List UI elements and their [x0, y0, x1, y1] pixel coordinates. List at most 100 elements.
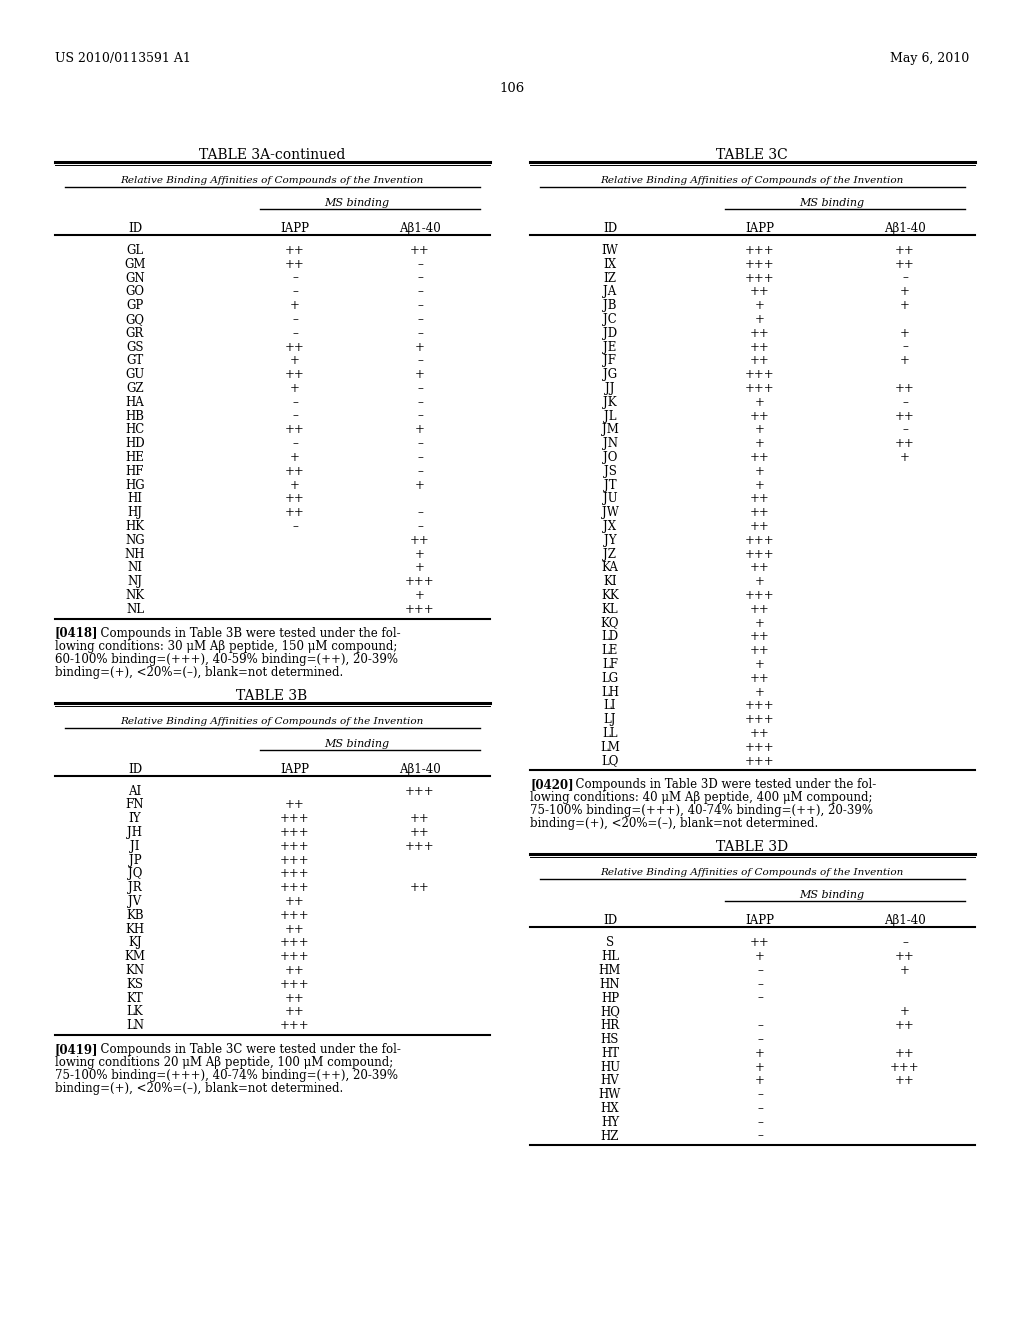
Text: ++: ++: [751, 285, 770, 298]
Text: –: –: [292, 272, 298, 285]
Text: ++: ++: [895, 437, 914, 450]
Text: –: –: [417, 257, 423, 271]
Text: ++: ++: [285, 424, 305, 437]
Text: LH: LH: [601, 685, 618, 698]
Text: ++: ++: [285, 895, 305, 908]
Text: +++: +++: [281, 840, 310, 853]
Text: 106: 106: [500, 82, 524, 95]
Text: ++: ++: [751, 631, 770, 643]
Text: –: –: [757, 1130, 763, 1143]
Text: Aβ1-40: Aβ1-40: [399, 763, 441, 776]
Text: LF: LF: [602, 657, 618, 671]
Text: +++: +++: [745, 713, 775, 726]
Text: +: +: [900, 300, 910, 313]
Text: NK: NK: [125, 589, 144, 602]
Text: binding=(+), <20%=(–), blank=not determined.: binding=(+), <20%=(–), blank=not determi…: [530, 817, 818, 830]
Text: FN: FN: [126, 799, 144, 812]
Text: HB: HB: [126, 409, 144, 422]
Text: US 2010/0113591 A1: US 2010/0113591 A1: [55, 51, 190, 65]
Text: lowing conditions: 40 μM Aβ peptide, 400 μM compound;: lowing conditions: 40 μM Aβ peptide, 400…: [530, 792, 872, 804]
Text: TABLE 3B: TABLE 3B: [237, 689, 307, 702]
Text: ++: ++: [411, 826, 430, 840]
Text: +++: +++: [745, 533, 775, 546]
Text: S: S: [606, 936, 614, 949]
Text: –: –: [417, 285, 423, 298]
Text: +: +: [755, 1074, 765, 1088]
Text: +: +: [755, 300, 765, 313]
Text: +++: +++: [745, 368, 775, 381]
Text: +++: +++: [745, 244, 775, 257]
Text: HK: HK: [125, 520, 144, 533]
Text: ++: ++: [285, 341, 305, 354]
Text: HW: HW: [599, 1088, 622, 1101]
Text: LN: LN: [126, 1019, 144, 1032]
Text: ++: ++: [285, 1006, 305, 1019]
Text: +: +: [415, 548, 425, 561]
Text: ++: ++: [895, 1047, 914, 1060]
Text: HQ: HQ: [600, 1006, 620, 1019]
Text: +: +: [290, 381, 300, 395]
Text: ++: ++: [285, 465, 305, 478]
Text: Aβ1-40: Aβ1-40: [399, 222, 441, 235]
Text: JI: JI: [130, 840, 139, 853]
Text: +: +: [900, 451, 910, 465]
Text: JX: JX: [603, 520, 616, 533]
Text: HS: HS: [601, 1034, 620, 1045]
Text: +++: +++: [745, 548, 775, 561]
Text: JE: JE: [603, 341, 616, 354]
Text: +++: +++: [745, 589, 775, 602]
Text: May 6, 2010: May 6, 2010: [890, 51, 969, 65]
Text: HY: HY: [601, 1115, 620, 1129]
Text: [0420]: [0420]: [530, 779, 573, 792]
Text: IAPP: IAPP: [745, 222, 774, 235]
Text: ++: ++: [285, 923, 305, 936]
Text: JZ: JZ: [603, 548, 616, 561]
Text: NJ: NJ: [128, 576, 142, 589]
Text: +: +: [755, 1060, 765, 1073]
Text: +: +: [900, 285, 910, 298]
Text: KA: KA: [601, 561, 618, 574]
Text: JY: JY: [604, 533, 616, 546]
Text: IW: IW: [601, 244, 618, 257]
Text: JW: JW: [601, 506, 618, 519]
Text: IY: IY: [129, 812, 141, 825]
Text: GR: GR: [126, 327, 144, 339]
Text: +: +: [900, 964, 910, 977]
Text: +++: +++: [745, 272, 775, 285]
Text: KS: KS: [127, 978, 143, 991]
Text: +++: +++: [281, 826, 310, 840]
Text: KJ: KJ: [128, 936, 141, 949]
Text: ++: ++: [895, 1019, 914, 1032]
Text: HA: HA: [126, 396, 144, 409]
Text: –: –: [757, 978, 763, 991]
Text: KM: KM: [125, 950, 145, 964]
Text: HC: HC: [125, 424, 144, 437]
Text: HT: HT: [601, 1047, 620, 1060]
Text: +: +: [290, 479, 300, 491]
Text: ++: ++: [751, 727, 770, 741]
Text: JH: JH: [128, 826, 142, 840]
Text: +++: +++: [745, 381, 775, 395]
Text: Relative Binding Affinities of Compounds of the Invention: Relative Binding Affinities of Compounds…: [121, 717, 424, 726]
Text: LL: LL: [602, 727, 617, 741]
Text: ++: ++: [751, 561, 770, 574]
Text: JQ: JQ: [128, 867, 142, 880]
Text: JU: JU: [603, 492, 617, 506]
Text: NG: NG: [125, 533, 144, 546]
Text: GN: GN: [125, 272, 144, 285]
Text: –: –: [417, 437, 423, 450]
Text: –: –: [757, 991, 763, 1005]
Text: MS binding: MS binding: [325, 198, 389, 209]
Text: +: +: [755, 437, 765, 450]
Text: –: –: [417, 520, 423, 533]
Text: +++: +++: [281, 978, 310, 991]
Text: JV: JV: [128, 895, 141, 908]
Text: +++: +++: [281, 867, 310, 880]
Text: JA: JA: [603, 285, 616, 298]
Text: +: +: [755, 1047, 765, 1060]
Text: ++: ++: [411, 882, 430, 894]
Text: +: +: [755, 657, 765, 671]
Text: 60-100% binding=(+++), 40-59% binding=(++), 20-39%: 60-100% binding=(+++), 40-59% binding=(+…: [55, 652, 398, 665]
Text: –: –: [417, 272, 423, 285]
Text: +++: +++: [281, 882, 310, 894]
